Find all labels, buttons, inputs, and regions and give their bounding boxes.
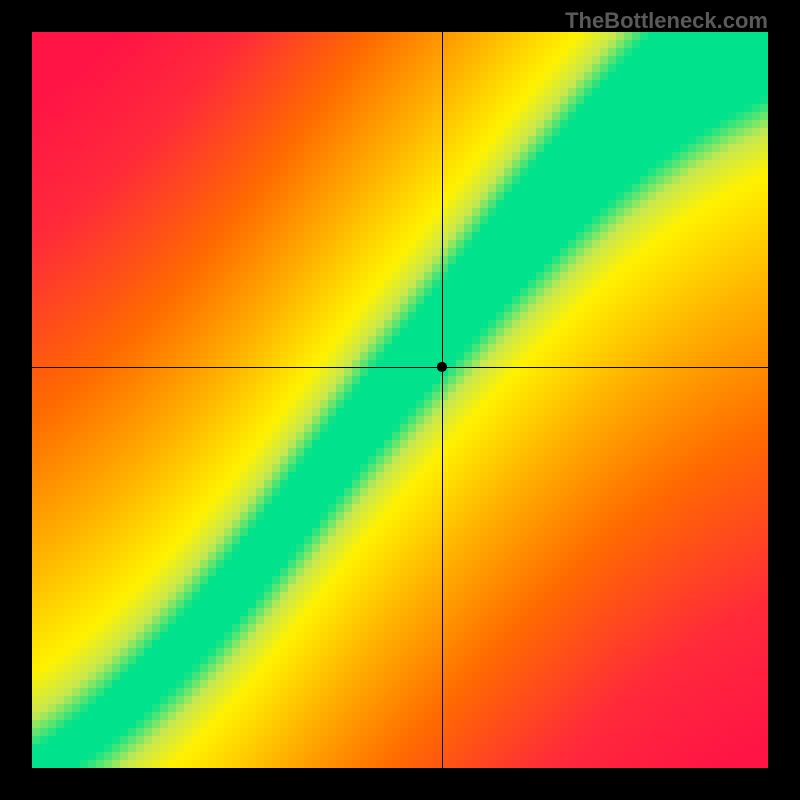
bottleneck-heatmap: [32, 32, 768, 768]
heatmap-canvas: [32, 32, 768, 768]
watermark-text: TheBottleneck.com: [565, 8, 768, 34]
